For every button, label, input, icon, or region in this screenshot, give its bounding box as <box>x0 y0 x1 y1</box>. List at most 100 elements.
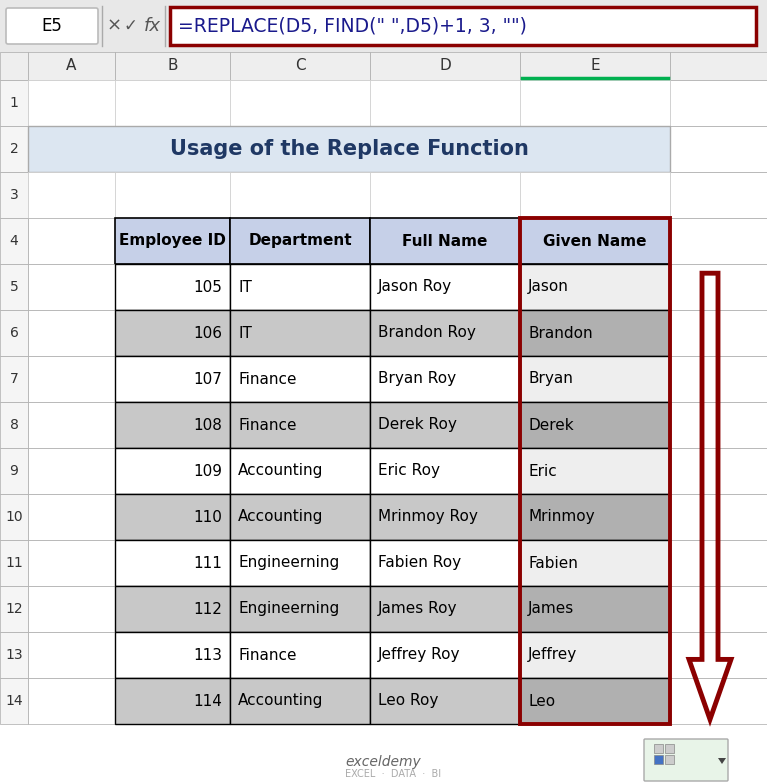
Bar <box>115 218 230 264</box>
Text: Fabien: Fabien <box>528 555 578 571</box>
Text: 105: 105 <box>193 279 222 295</box>
Text: Brandon: Brandon <box>528 325 593 340</box>
Bar <box>230 494 370 540</box>
Text: Jason Roy: Jason Roy <box>378 279 452 295</box>
Bar <box>520 586 670 632</box>
Text: Jeffrey Roy: Jeffrey Roy <box>378 647 460 662</box>
Bar <box>28 678 115 724</box>
Bar <box>0 310 28 356</box>
Bar <box>28 310 115 356</box>
Bar <box>665 744 674 753</box>
Bar <box>28 586 115 632</box>
Text: Usage of the Replace Function: Usage of the Replace Function <box>170 139 528 159</box>
Bar <box>28 218 115 264</box>
Text: Leo Roy: Leo Roy <box>378 694 439 708</box>
Text: James: James <box>528 601 574 616</box>
Bar <box>230 678 370 724</box>
Bar <box>520 310 670 356</box>
Bar <box>115 402 230 448</box>
Bar <box>520 264 670 310</box>
Bar <box>0 0 767 52</box>
Text: 111: 111 <box>193 555 222 571</box>
Bar <box>0 172 28 218</box>
Bar <box>520 402 670 448</box>
Text: exceldemy: exceldemy <box>345 755 421 769</box>
Bar <box>670 632 767 678</box>
Bar <box>0 678 28 724</box>
Text: 2: 2 <box>10 142 18 156</box>
Text: 4: 4 <box>10 234 18 248</box>
Bar <box>115 172 230 218</box>
Bar <box>28 356 115 402</box>
Bar <box>670 540 767 586</box>
Text: ×: × <box>107 17 121 35</box>
Text: D: D <box>439 59 451 74</box>
Bar <box>670 264 767 310</box>
Bar <box>0 126 28 172</box>
Bar <box>520 52 670 80</box>
Text: IT: IT <box>238 325 252 340</box>
FancyBboxPatch shape <box>6 8 98 44</box>
Bar <box>230 80 370 126</box>
Bar <box>670 310 767 356</box>
Bar <box>670 448 767 494</box>
Bar <box>520 80 670 126</box>
Bar <box>670 52 767 80</box>
Bar <box>520 172 670 218</box>
Bar <box>520 356 670 402</box>
Bar <box>670 678 767 724</box>
Bar <box>230 356 370 402</box>
Text: 113: 113 <box>193 647 222 662</box>
Bar <box>370 402 520 448</box>
Text: Eric: Eric <box>528 464 557 479</box>
Bar <box>28 494 115 540</box>
Text: IT: IT <box>238 279 252 295</box>
Bar <box>654 755 663 764</box>
Bar <box>370 264 520 310</box>
Text: Mrinmoy Roy: Mrinmoy Roy <box>378 510 478 525</box>
Bar <box>370 678 520 724</box>
Text: Finance: Finance <box>238 371 297 386</box>
Text: Finance: Finance <box>238 418 297 432</box>
Text: 14: 14 <box>5 694 23 708</box>
Bar <box>370 448 520 494</box>
Bar <box>370 494 520 540</box>
Text: C: C <box>295 59 305 74</box>
Bar <box>115 540 230 586</box>
Text: Bryan: Bryan <box>528 371 573 386</box>
Bar <box>520 218 670 724</box>
Bar <box>0 264 28 310</box>
Bar <box>115 264 230 310</box>
Bar <box>230 172 370 218</box>
Bar <box>28 80 115 126</box>
Bar <box>28 172 115 218</box>
Text: Department: Department <box>249 234 352 249</box>
Text: Fabien Roy: Fabien Roy <box>378 555 461 571</box>
Bar <box>370 310 520 356</box>
Bar <box>370 356 520 402</box>
Bar <box>28 52 115 80</box>
Bar <box>0 448 28 494</box>
Text: Jason: Jason <box>528 279 569 295</box>
Bar <box>370 80 520 126</box>
Text: Derek Roy: Derek Roy <box>378 418 457 432</box>
Bar <box>115 356 230 402</box>
Bar <box>115 448 230 494</box>
Bar <box>670 356 767 402</box>
Polygon shape <box>718 758 726 764</box>
Bar <box>115 678 230 724</box>
Bar <box>115 52 230 80</box>
Bar <box>115 586 230 632</box>
Text: 110: 110 <box>193 510 222 525</box>
Text: Employee ID: Employee ID <box>119 234 226 249</box>
Bar <box>28 402 115 448</box>
Text: 106: 106 <box>193 325 222 340</box>
Bar <box>230 310 370 356</box>
Bar <box>670 172 767 218</box>
Text: 114: 114 <box>193 694 222 708</box>
Bar <box>520 678 670 724</box>
Bar <box>520 494 670 540</box>
Bar <box>115 310 230 356</box>
Text: Mrinmoy: Mrinmoy <box>528 510 594 525</box>
Text: 1: 1 <box>9 96 18 110</box>
